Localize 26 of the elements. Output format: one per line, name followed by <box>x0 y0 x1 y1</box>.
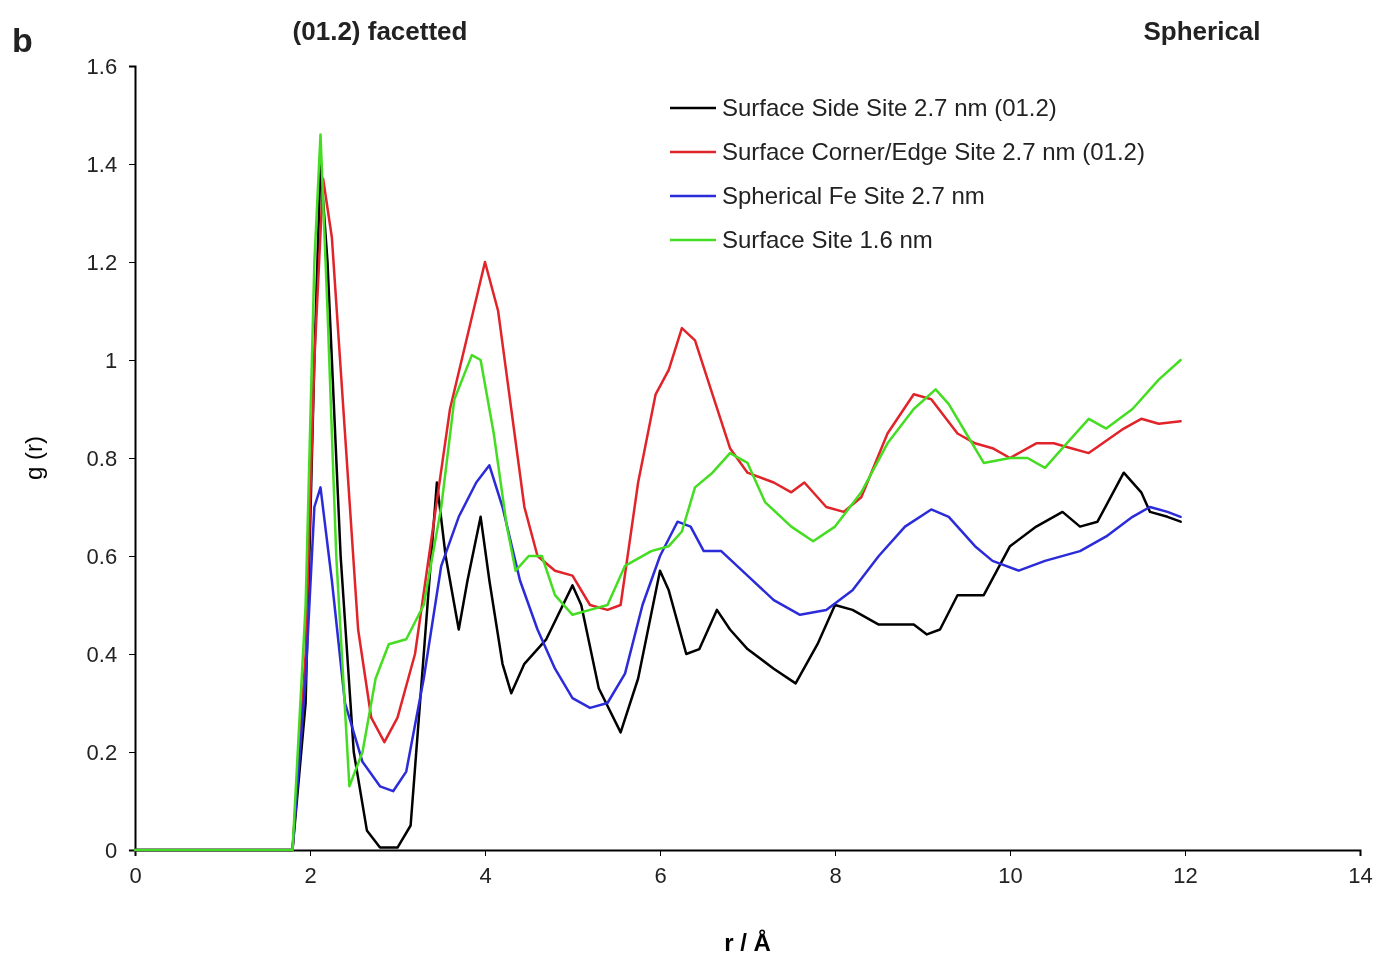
y-tick-label: 0 <box>104 837 118 863</box>
legend-label: Surface Side Site 2.7 nm (01.2) <box>722 94 1057 122</box>
legend-label: Surface Corner/Edge Site 2.7 nm (01.2) <box>722 138 1145 166</box>
x-tick-label: 0 <box>129 863 142 889</box>
y-tick-label: 1.4 <box>86 151 118 177</box>
x-axis-title: r / Å <box>724 929 771 956</box>
y-tick-label: 1.6 <box>86 53 118 79</box>
y-tick-label: 0.6 <box>86 543 118 569</box>
legend-label: Spherical Fe Site 2.7 nm <box>722 182 985 210</box>
x-tick-label: 2 <box>304 863 317 889</box>
y-tick-label: 0.2 <box>86 739 118 765</box>
text: Spherical <box>1143 16 1261 46</box>
y-tick-label: 0.8 <box>86 445 118 471</box>
y-tick-label: 0.4 <box>86 641 118 667</box>
x-tick-label: 12 <box>1173 863 1198 889</box>
legend-label: Surface Site 1.6 nm <box>722 226 933 254</box>
x-tick-label: 6 <box>654 863 667 889</box>
y-tick-label: 1 <box>104 347 118 373</box>
x-tick-label: 14 <box>1348 863 1373 889</box>
text: (01.2) facetted <box>292 16 468 46</box>
y-axis-title: g (r) <box>20 436 47 480</box>
text: b <box>12 21 33 59</box>
x-tick-label: 4 <box>479 863 492 889</box>
x-tick-label: 10 <box>998 863 1023 889</box>
y-tick-label: 1.2 <box>86 249 118 275</box>
x-tick-label: 8 <box>829 863 842 889</box>
